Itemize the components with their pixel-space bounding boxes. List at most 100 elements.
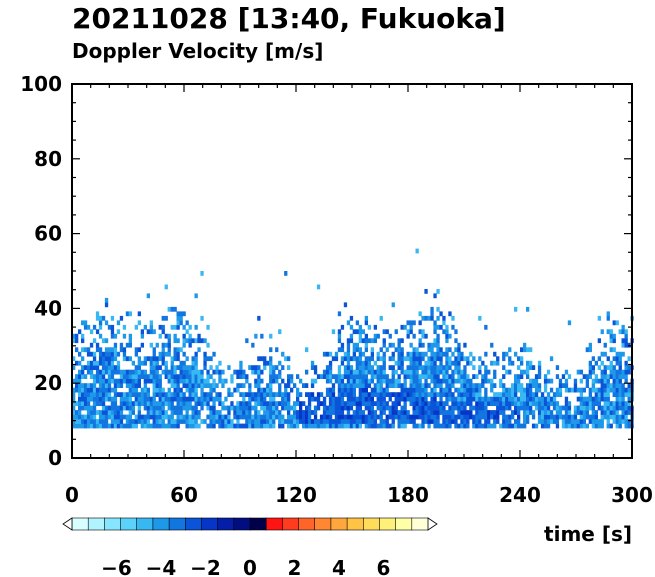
velocity-cell (104, 369, 109, 375)
velocity-cell (343, 369, 348, 375)
velocity-cell (624, 414, 628, 420)
velocity-cell (579, 423, 583, 429)
velocity-cell (107, 410, 112, 415)
velocity-cell (176, 351, 180, 357)
velocity-cell (239, 369, 243, 375)
velocity-cell (352, 378, 356, 384)
velocity-cell (439, 347, 443, 353)
velocity-cell (400, 414, 404, 420)
velocity-cell (412, 405, 416, 411)
velocity-cell (543, 410, 548, 415)
velocity-cell (149, 423, 153, 429)
velocity-cell (591, 414, 595, 420)
velocity-cell (615, 383, 619, 388)
velocity-cell (110, 315, 115, 321)
velocity-cell (331, 405, 336, 411)
velocity-cell (346, 387, 351, 393)
velocity-cell (92, 405, 97, 411)
velocity-cell (95, 378, 100, 384)
velocity-cell (188, 338, 192, 344)
velocity-cell (215, 365, 219, 370)
velocity-cell (529, 365, 533, 370)
velocity-cell (511, 360, 515, 366)
velocity-cell (299, 401, 303, 406)
velocity-cell (310, 378, 315, 384)
velocity-cell (397, 365, 401, 370)
velocity-cell (337, 347, 342, 353)
x-axis-label: time [s] (544, 522, 632, 546)
velocity-cell (367, 401, 371, 406)
velocity-cell (478, 392, 482, 397)
velocity-cell (612, 392, 616, 397)
velocity-cell (442, 410, 446, 415)
velocity-cell (95, 374, 100, 379)
velocity-cell (478, 356, 482, 362)
velocity-cell (463, 374, 467, 379)
velocity-cell (508, 392, 512, 397)
velocity-cell (158, 356, 162, 362)
velocity-cell (367, 383, 371, 388)
velocity-cell (227, 410, 231, 415)
velocity-cell (158, 419, 162, 424)
velocity-cell (322, 410, 327, 415)
velocity-cell (110, 369, 115, 375)
velocity-cell (460, 356, 464, 362)
velocity-cell (454, 329, 458, 335)
velocity-cell (239, 423, 243, 429)
velocity-cell (310, 365, 315, 370)
velocity-cell (78, 374, 82, 379)
velocity-cell (299, 410, 303, 415)
velocity-cell (176, 338, 180, 344)
velocity-cell (385, 405, 389, 411)
velocity-cell (206, 414, 210, 420)
velocity-cell (236, 401, 240, 406)
velocity-cell (78, 351, 82, 357)
velocity-cell (334, 423, 339, 429)
velocity-cell (615, 405, 619, 411)
velocity-cell (618, 414, 622, 420)
colorbar-tick-label: −4 (146, 556, 177, 577)
velocity-cell (113, 356, 118, 362)
velocity-cell (161, 369, 165, 375)
velocity-cell (340, 410, 345, 415)
velocity-cell (161, 396, 165, 402)
velocity-cell (412, 369, 416, 375)
velocity-cell (143, 324, 147, 330)
velocity-cell (131, 392, 135, 397)
velocity-cell (415, 405, 419, 411)
velocity-cell (576, 396, 580, 402)
velocity-cell (606, 423, 610, 429)
velocity-cell (448, 405, 452, 411)
velocity-cell (603, 369, 607, 375)
velocity-cell (460, 410, 464, 415)
velocity-cell (143, 374, 147, 379)
velocity-cell (170, 356, 174, 362)
velocity-cell (376, 387, 380, 393)
velocity-cell (176, 378, 180, 384)
velocity-cell (116, 410, 121, 415)
velocity-cell (101, 387, 106, 393)
velocity-cell (143, 396, 147, 402)
velocity-cell (421, 351, 425, 357)
velocity-cell (170, 306, 174, 312)
velocity-cell (104, 414, 109, 420)
velocity-cell (439, 324, 443, 330)
velocity-cell (388, 405, 392, 411)
velocity-cell (430, 315, 434, 321)
velocity-cell (555, 414, 560, 420)
velocity-cell (113, 392, 118, 397)
velocity-cell (284, 387, 288, 393)
velocity-cell (146, 401, 150, 406)
velocity-cell (143, 360, 147, 366)
velocity-cell (400, 365, 404, 370)
velocity-cell (212, 378, 216, 384)
velocity-cell (424, 401, 428, 406)
velocity-cell (403, 414, 407, 420)
velocity-cell (388, 410, 392, 415)
velocity-cell (478, 369, 482, 375)
velocity-cell (194, 423, 198, 429)
velocity-cell (355, 365, 359, 370)
velocity-cell (523, 392, 527, 397)
velocity-cell (367, 414, 371, 420)
velocity-cell (397, 356, 401, 362)
